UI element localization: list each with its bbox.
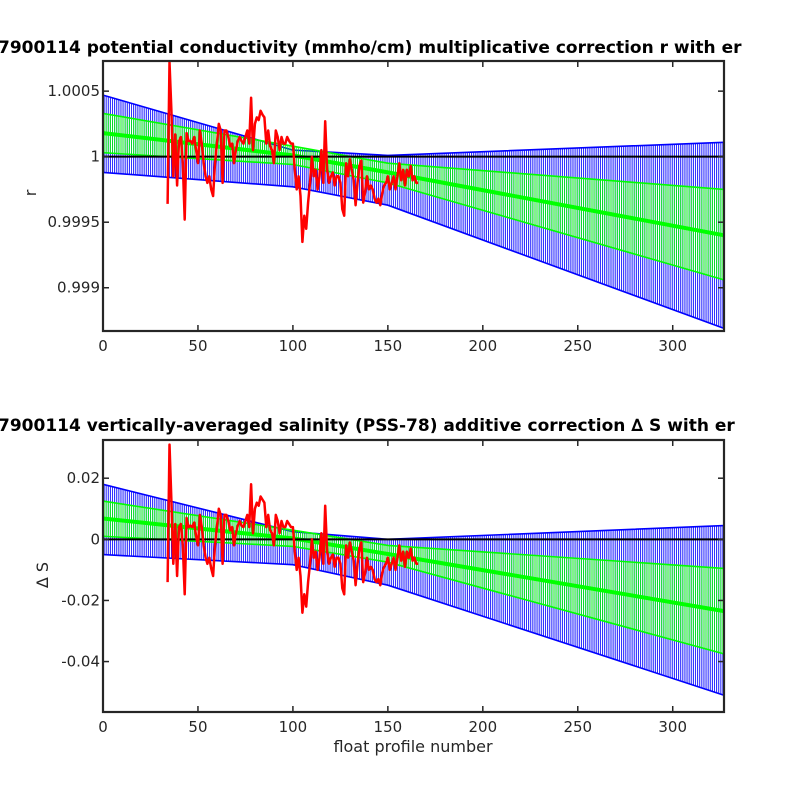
conductivity-y-tick-label: 1.0005 (48, 82, 101, 100)
conductivity-x-tick-label: 0 (98, 337, 108, 355)
salinity-y-tick-label: -0.02 (61, 591, 100, 609)
conductivity-y-tick-label: 0.999 (57, 279, 100, 297)
conductivity-axes-box (101, 59, 726, 333)
salinity-plot-area (102, 440, 725, 712)
salinity-x-tick-label: 150 (374, 718, 403, 736)
conductivity-correction-panel: 7900114 potential conductivity (mmho/cm)… (0, 38, 742, 355)
salinity-correction-panel: 7900114 vertically-averaged salinity (PS… (0, 416, 735, 756)
conductivity-x-tick-label: 150 (374, 337, 403, 355)
salinity-x-tick-label: 0 (98, 718, 108, 736)
salinity-profile-data-line (166, 443, 419, 614)
salinity-x-tick-label: 100 (279, 718, 308, 736)
x-axis-label: float profile number (333, 737, 493, 756)
salinity-x-tick-label: 250 (563, 718, 592, 736)
conductivity-y-tick-label: 0.9995 (48, 213, 101, 231)
salinity-y-tick-label: 0 (90, 530, 100, 548)
conductivity-x-tick-label: 200 (468, 337, 497, 355)
conductivity-x-tick-label: 300 (658, 337, 687, 355)
conductivity-y-axis-label: r (21, 189, 40, 196)
salinity-x-tick-label: 50 (188, 718, 207, 736)
conductivity-y-tick-label: 1 (90, 148, 100, 166)
salinity-x-tick-label: 200 (468, 718, 497, 736)
salinity-y-tick-label: -0.04 (61, 653, 100, 671)
salinity-axes-box (101, 438, 726, 714)
conductivity-plot-background (103, 61, 724, 331)
salinity-x-tick-label: 300 (658, 718, 687, 736)
conductivity-x-tick-label: 50 (188, 337, 207, 355)
salinity-plot-background (103, 440, 724, 712)
conductivity-x-tick-label: 100 (279, 337, 308, 355)
salinity-green-error-band-upper-edge (102, 500, 725, 570)
salinity-y-tick-label: 0.02 (67, 469, 100, 487)
salinity-y-axis-label: ∆ S (33, 562, 52, 589)
conductivity-blue-error-band-upper-edge (102, 94, 725, 157)
salinity-chart-title: 7900114 vertically-averaged salinity (PS… (0, 416, 735, 436)
conductivity-x-tick-label: 250 (563, 337, 592, 355)
conductivity-plot-area (102, 61, 725, 331)
conductivity-chart-title: 7900114 potential conductivity (mmho/cm)… (0, 38, 742, 58)
salinity-blue-error-band-upper-edge (102, 483, 725, 541)
conductivity-green-error-band-upper-edge (102, 112, 725, 191)
conductivity-profile-data-line (166, 61, 419, 244)
